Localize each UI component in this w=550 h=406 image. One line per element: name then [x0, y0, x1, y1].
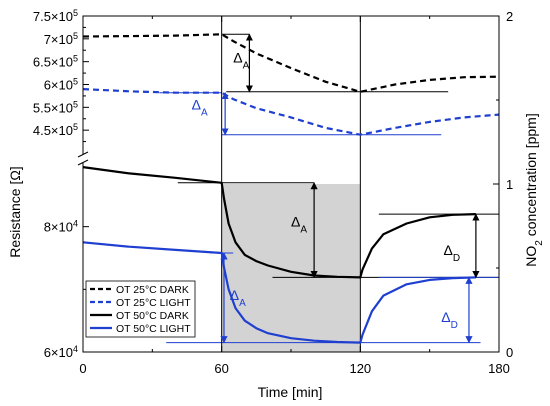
y-tick-labels: 4.5×105 5.5×105 6×105 6.5×105 7×105 7.5×105 6×… — [33, 8, 78, 360]
right-y-tick-label: 1 — [506, 177, 513, 192]
y-axis-title-right: NO2 concentration [ppm] — [523, 113, 545, 266]
delta-label-1: ΔA — [233, 50, 249, 72]
axis-break-slash — [77, 151, 89, 158]
x-tick-label: 0 — [79, 361, 86, 376]
delta-labels: ΔA ΔA ΔA ΔA ΔD ΔD — [192, 50, 461, 331]
axis-break-slash — [77, 159, 89, 166]
delta-label-6: ΔD — [441, 309, 458, 331]
series-line-2 — [82, 88, 500, 136]
y-tick-label: 4.5×105 — [33, 122, 78, 138]
delta-label-2: ΔA — [192, 97, 208, 119]
axis-break-gap — [79, 154, 88, 163]
y-tick-label: 7.5×105 — [33, 8, 78, 24]
legend-label-1: OT 25°C DARK — [116, 284, 189, 296]
right-y-tick-labels: 0 1 2 — [506, 9, 513, 360]
legend-label-2: OT 25°C LIGHT — [116, 297, 191, 309]
delta-label-4: ΔA — [230, 287, 246, 309]
y-tick-label: 7×105 — [44, 31, 78, 47]
axis-break-mark — [77, 151, 89, 166]
x-tick-label: 180 — [488, 361, 510, 376]
delta-arrows — [220, 33, 480, 344]
y-axis-title-left: Resistance [Ω] — [7, 166, 23, 257]
x-tick-labels: 0 60 120 180 — [79, 361, 509, 376]
y-tick-label: 5.5×105 — [33, 99, 78, 115]
y-tick-label: 6×105 — [44, 77, 78, 93]
series-line-3 — [82, 166, 476, 279]
right-y-tick-label: 0 — [506, 345, 513, 360]
series-line-1 — [82, 33, 500, 93]
ticks — [82, 15, 500, 353]
x-tick-label: 120 — [349, 361, 371, 376]
legend-label-3: OT 50°C DARK — [116, 310, 189, 322]
x-axis-title: Time [min] — [258, 384, 323, 400]
x-tick-label: 60 — [214, 361, 228, 376]
delta-label-3: ΔA — [291, 214, 307, 236]
no2-exposure-shade — [221, 184, 361, 352]
legend-label-4: OT 50°C LIGHT — [116, 323, 191, 335]
y-tick-label: 8×104 — [44, 219, 78, 235]
y-tick-label: 6×104 — [44, 344, 78, 360]
y-tick-label: 6.5×105 — [33, 54, 78, 70]
delta-label-5: ΔD — [444, 242, 461, 264]
right-y-tick-label: 2 — [506, 9, 513, 24]
